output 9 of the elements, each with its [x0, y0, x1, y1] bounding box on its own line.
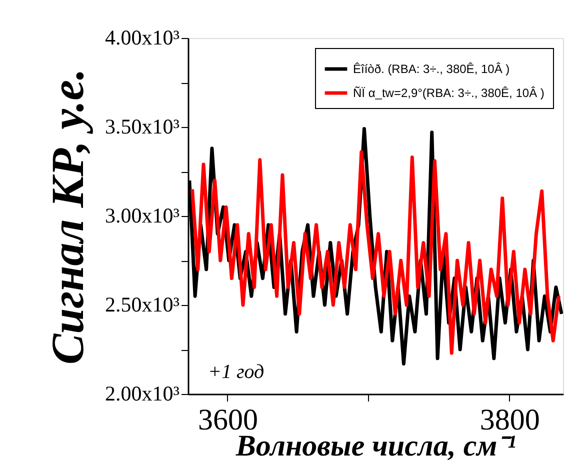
y-tick-label: 3.00x10³ — [104, 204, 180, 228]
y-tick-label: 4.00x10³ — [104, 26, 180, 50]
legend-label: ÑÏ α_tw=2,9°(RBA: 3÷., 380Ê, 10Â ) — [353, 86, 544, 100]
legend-label: Êîíòð. (RBA: 3÷., 380Ê, 10Â ) — [353, 62, 510, 76]
annotation: +1 год — [208, 361, 264, 383]
y-tick-label: 2.50x10³ — [104, 292, 180, 316]
y-axis-title: Сигнал КР, у.е. — [42, 68, 93, 365]
y-tick-label: 2.00x10³ — [104, 382, 180, 406]
y-tick-label: 3.50x10³ — [104, 114, 180, 138]
